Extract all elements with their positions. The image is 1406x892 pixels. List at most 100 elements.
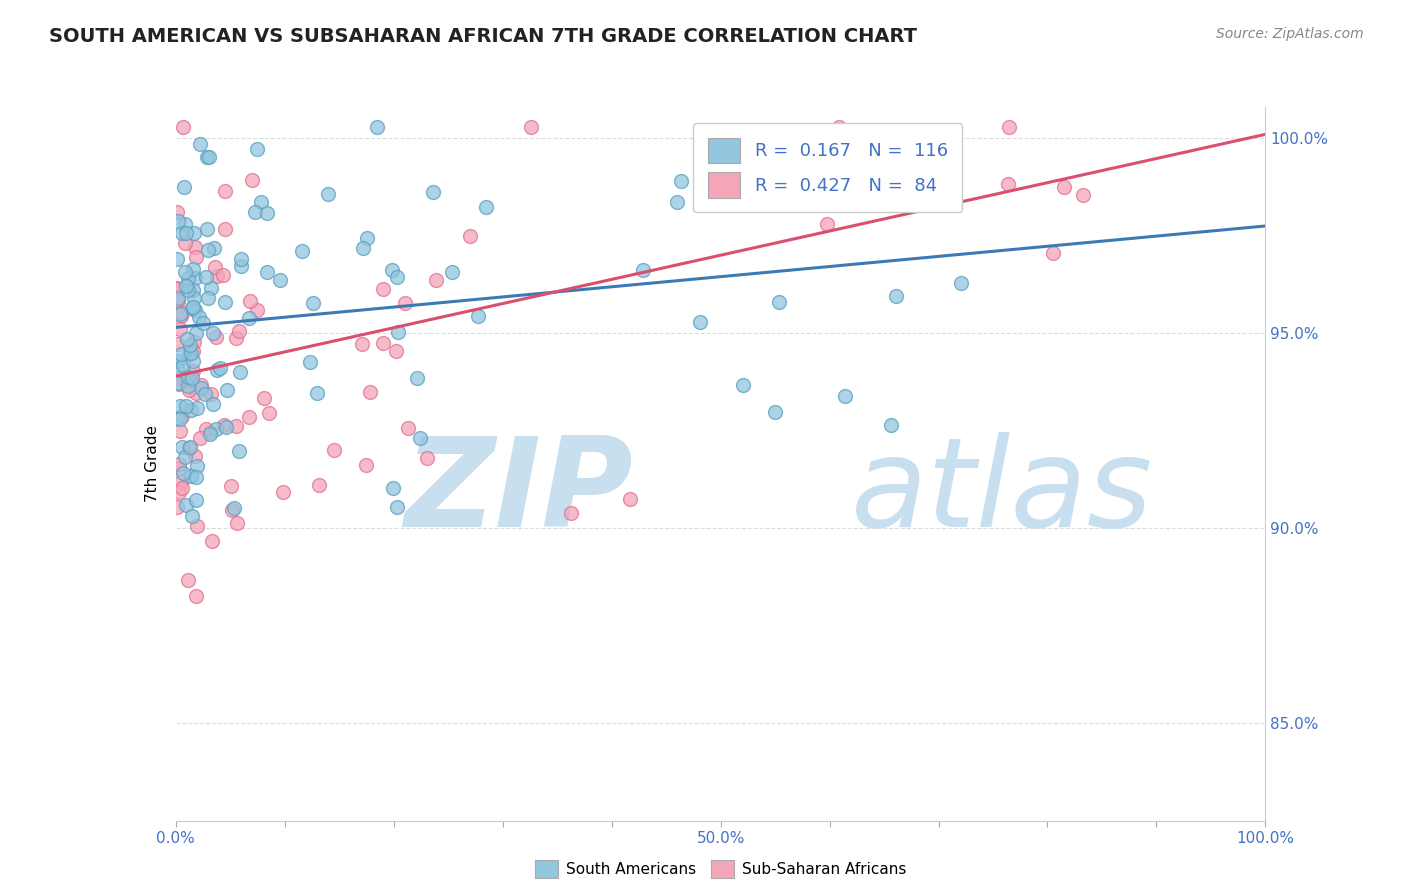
Point	[173, 180, 195, 194]
Point	[221, 502, 243, 516]
Point	[186, 519, 208, 533]
Point	[167, 461, 190, 475]
Point	[815, 218, 838, 232]
Point	[519, 120, 541, 134]
Point	[176, 332, 198, 346]
Point	[197, 291, 219, 305]
Point	[169, 424, 191, 438]
Point	[238, 311, 260, 326]
Point	[305, 386, 328, 401]
Point	[181, 364, 204, 378]
Text: ZIP: ZIP	[405, 432, 633, 553]
Point	[880, 417, 903, 432]
Point	[169, 322, 191, 336]
Point	[188, 431, 211, 445]
Legend: South Americans, Sub-Saharan Africans: South Americans, Sub-Saharan Africans	[529, 854, 912, 884]
Point	[214, 418, 236, 433]
Point	[385, 343, 408, 358]
Point	[373, 336, 395, 351]
Point	[179, 440, 201, 454]
Point	[195, 150, 218, 164]
Point	[666, 194, 689, 209]
Point	[166, 362, 188, 376]
Point	[166, 281, 188, 295]
Point	[215, 420, 238, 434]
Point	[169, 309, 191, 323]
Point	[166, 291, 188, 305]
Point	[184, 386, 207, 401]
Point	[356, 231, 378, 245]
Point	[373, 282, 395, 296]
Point	[225, 418, 247, 433]
Point	[183, 226, 205, 240]
Point	[851, 179, 873, 194]
Point	[176, 283, 198, 297]
Point	[425, 273, 447, 287]
Point	[229, 252, 252, 267]
Point	[205, 362, 228, 376]
Point	[302, 296, 325, 310]
Point	[352, 337, 374, 351]
Point	[169, 307, 191, 321]
Point	[179, 338, 201, 352]
Point	[181, 261, 204, 276]
Point	[763, 405, 786, 419]
Point	[186, 401, 208, 415]
Point	[387, 500, 409, 514]
Point	[228, 443, 250, 458]
Point	[170, 346, 193, 360]
Point	[243, 204, 266, 219]
Point	[209, 360, 232, 375]
Point	[190, 377, 212, 392]
Point	[191, 317, 214, 331]
Point	[467, 309, 489, 323]
Point	[202, 241, 225, 255]
Point	[256, 265, 278, 279]
Point	[198, 150, 221, 164]
Point	[200, 533, 222, 548]
Point	[884, 288, 907, 302]
Point	[184, 240, 207, 254]
Point	[245, 303, 267, 318]
Point	[381, 481, 404, 495]
Point	[298, 354, 321, 368]
Point	[173, 450, 195, 464]
Point	[194, 387, 217, 401]
Point	[631, 262, 654, 277]
Point	[366, 120, 388, 134]
Point	[318, 187, 340, 202]
Point	[167, 457, 190, 471]
Point	[174, 372, 197, 386]
Point	[184, 326, 207, 340]
Point	[181, 284, 204, 298]
Point	[184, 493, 207, 508]
Point	[256, 206, 278, 220]
Point	[166, 336, 188, 351]
Point	[190, 381, 212, 395]
Point	[200, 425, 222, 440]
Point	[166, 283, 188, 297]
Point	[253, 391, 276, 405]
Point	[205, 268, 228, 283]
Point	[200, 386, 222, 401]
Point	[174, 217, 197, 231]
Point	[172, 120, 194, 134]
Point	[197, 244, 219, 258]
Point	[170, 305, 193, 319]
Point	[174, 265, 197, 279]
Point	[458, 228, 481, 243]
Point	[240, 173, 263, 187]
Point	[184, 449, 207, 463]
Point	[177, 574, 200, 588]
Point	[214, 185, 236, 199]
Point	[172, 466, 194, 480]
Point	[381, 262, 404, 277]
Point	[214, 222, 236, 236]
Point	[167, 485, 190, 500]
Point	[409, 431, 432, 445]
Point	[167, 353, 190, 368]
Point	[387, 325, 409, 339]
Point	[273, 485, 295, 500]
Point	[200, 426, 222, 441]
Point	[406, 371, 429, 385]
